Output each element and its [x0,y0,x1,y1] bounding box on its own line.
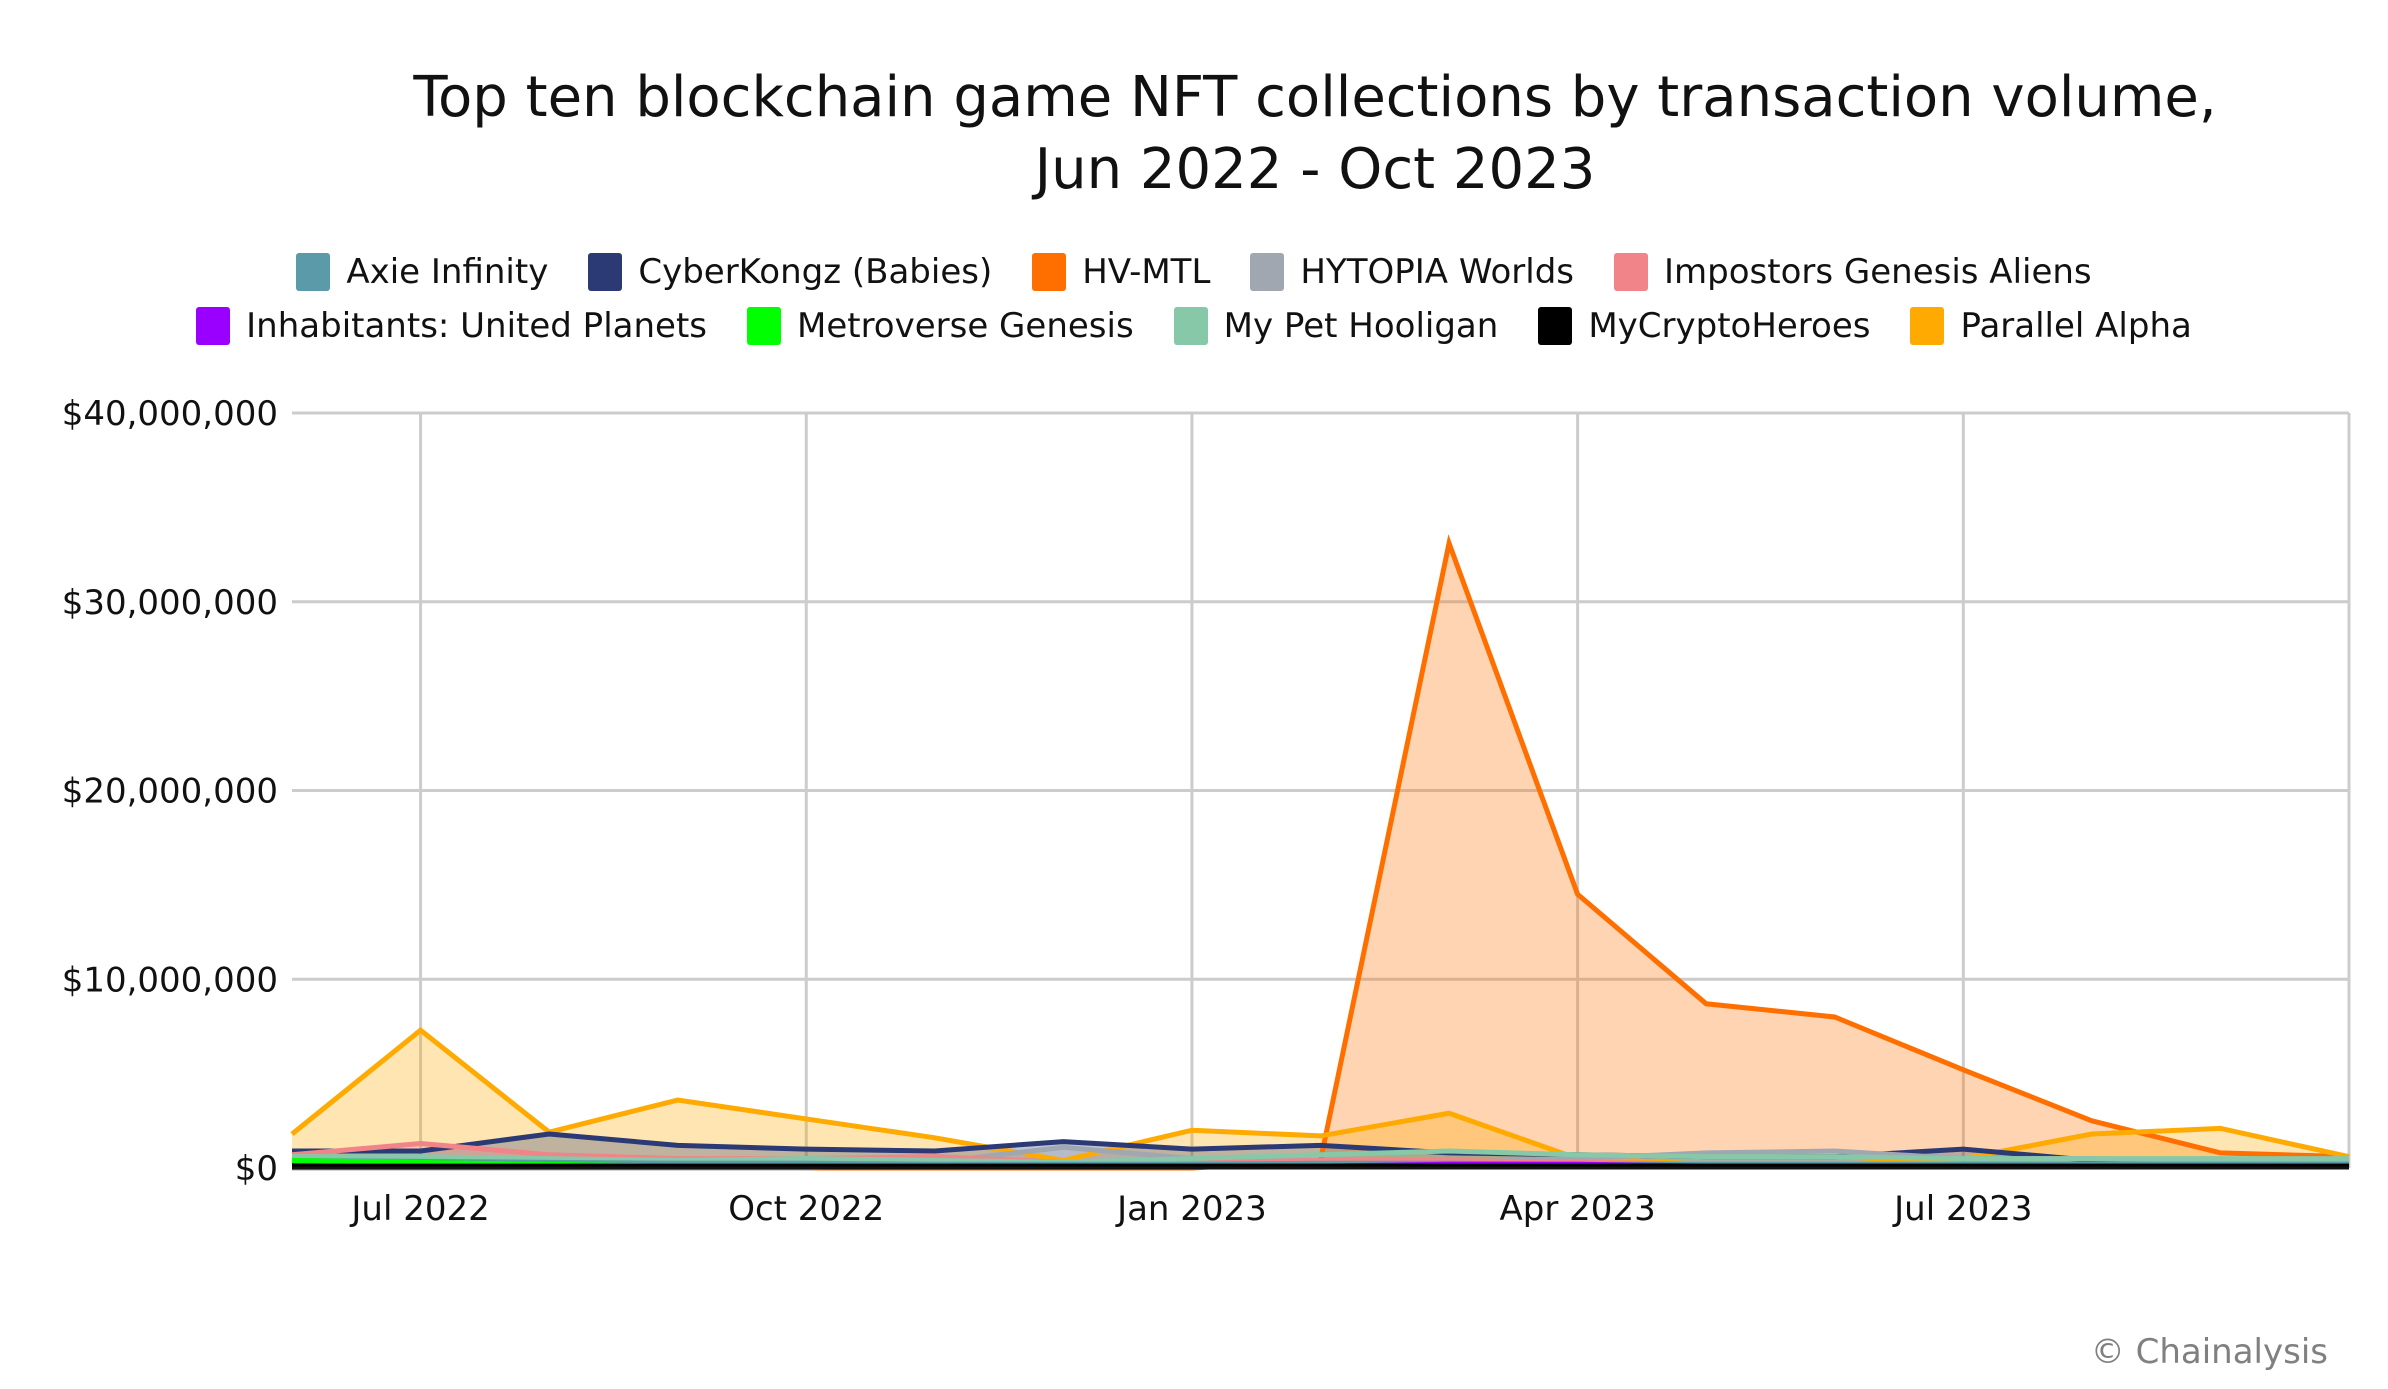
chart-title-line-1: Top ten blockchain game NFT collections … [413,65,2217,130]
chart-subtitle: Jun 2022 - Oct 2023 [1034,137,1596,202]
legend-item[interactable]: Inhabitants: United Planets [196,306,707,346]
y-tick-label: $10,000,000 [62,960,278,1000]
legend-item[interactable]: My Pet Hooligan [1173,306,1499,346]
legend-label: Axie Infinity [346,252,549,292]
area-parallel-alpha [292,1030,2349,1168]
legend-item[interactable]: Impostors Genesis Aliens [1614,252,2092,292]
legend-label: Inhabitants: United Planets [246,306,707,346]
y-tick-label: $0 [235,1149,278,1189]
legend-swatch [1173,307,1208,345]
legend-item[interactable]: CyberKongz (Babies) [588,252,992,292]
legend-row-2: Inhabitants: United Planets Metroverse Ge… [0,306,2388,346]
axes: $0 $10,000,000 $20,000,000 $30,000,000 $40,0… [62,394,2349,1229]
legend-label: HV-MTL [1082,252,1211,292]
legend-item[interactable]: HYTOPIA Worlds [1250,252,1574,292]
y-tick-label: $30,000,000 [62,583,278,623]
legend-label: Parallel Alpha [1960,306,2192,346]
legend-swatch [1614,253,1649,291]
series-lines [290,534,2350,1171]
x-tick-label: Oct 2022 [728,1189,884,1229]
legend-row-1: Axie Infinity CyberKongz (Babies) HV-MTL HY… [0,252,2388,292]
legend-item[interactable]: HV-MTL [1032,252,1210,292]
legend-swatch [746,307,781,345]
legend-swatch [1250,253,1285,291]
legend-label: My Pet Hooligan [1223,306,1499,346]
legend-swatch [196,307,231,345]
series-areas [292,543,2349,1168]
grid [292,411,2351,1170]
legend-label: Impostors Genesis Aliens [1664,252,2092,292]
legend-swatch [588,253,623,291]
legend-swatch [1032,253,1067,291]
legend-swatch [296,253,331,291]
legend-label: HYTOPIA Worlds [1300,252,1575,292]
legend-item[interactable]: MyCryptoHeroes [1538,306,1870,346]
legend-item[interactable]: Parallel Alpha [1910,306,2192,346]
y-tick-label: $40,000,000 [62,394,278,434]
area-hv-mtl [292,543,2349,1168]
legend-label: CyberKongz (Babies) [638,252,993,292]
legend-swatch [1538,307,1573,345]
y-tick-label: $20,000,000 [62,772,278,812]
credit-watermark: © Chainalysis [2090,1332,2328,1372]
x-tick-label: Jul 2022 [349,1189,489,1229]
legend-label: Metroverse Genesis [796,306,1134,346]
x-tick-label: Apr 2023 [1500,1189,1656,1229]
chart-title: Top ten blockchain game NFT collections … [300,62,2330,206]
legend-label: MyCryptoHeroes [1588,306,1871,346]
x-tick-label: Jan 2023 [1115,1189,1267,1229]
line-hv-mtl [292,534,2350,1171]
legend-item[interactable]: Axie Infinity [296,252,548,292]
legend-swatch [1910,307,1945,345]
x-tick-label: Jul 2023 [1892,1189,2032,1229]
legend-item[interactable]: Metroverse Genesis [746,306,1134,346]
